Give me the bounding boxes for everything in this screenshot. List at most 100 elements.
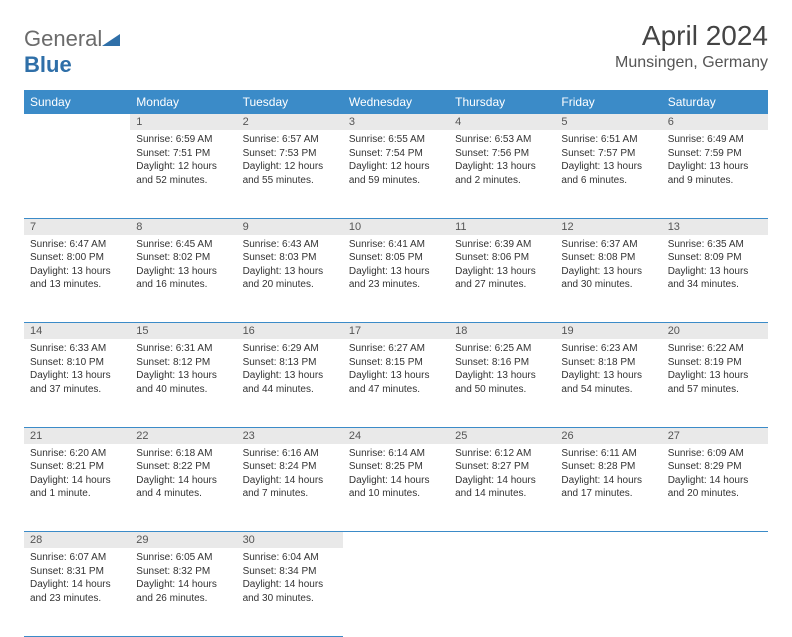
day-number: 18	[449, 323, 555, 340]
day-number: 20	[662, 323, 768, 340]
day-number: 10	[343, 218, 449, 235]
weekday-header: Tuesday	[237, 90, 343, 114]
day-number: 19	[555, 323, 661, 340]
day-cell: Sunrise: 6:33 AMSunset: 8:10 PMDaylight:…	[24, 339, 130, 427]
day-number: 13	[662, 218, 768, 235]
day-cell: Sunrise: 6:14 AMSunset: 8:25 PMDaylight:…	[343, 444, 449, 532]
day-cell: Sunrise: 6:20 AMSunset: 8:21 PMDaylight:…	[24, 444, 130, 532]
day-number: 16	[237, 323, 343, 340]
day-number: 4	[449, 114, 555, 130]
day-number: 14	[24, 323, 130, 340]
day-cell: Sunrise: 6:22 AMSunset: 8:19 PMDaylight:…	[662, 339, 768, 427]
content-row: Sunrise: 6:20 AMSunset: 8:21 PMDaylight:…	[24, 444, 768, 532]
day-cell: Sunrise: 6:51 AMSunset: 7:57 PMDaylight:…	[555, 130, 661, 218]
day-number: 26	[555, 427, 661, 444]
title-block: April 2024 Munsingen, Germany	[615, 20, 768, 72]
day-content: Sunrise: 6:18 AMSunset: 8:22 PMDaylight:…	[130, 444, 236, 507]
day-number: 3	[343, 114, 449, 130]
day-cell: Sunrise: 6:27 AMSunset: 8:15 PMDaylight:…	[343, 339, 449, 427]
day-content: Sunrise: 6:25 AMSunset: 8:16 PMDaylight:…	[449, 339, 555, 402]
day-cell: Sunrise: 6:11 AMSunset: 8:28 PMDaylight:…	[555, 444, 661, 532]
day-number: 28	[24, 532, 130, 549]
day-content: Sunrise: 6:57 AMSunset: 7:53 PMDaylight:…	[237, 130, 343, 193]
day-content: Sunrise: 6:29 AMSunset: 8:13 PMDaylight:…	[237, 339, 343, 402]
day-cell: Sunrise: 6:59 AMSunset: 7:51 PMDaylight:…	[130, 130, 236, 218]
daynum-row: 14151617181920	[24, 323, 768, 340]
day-number: 11	[449, 218, 555, 235]
day-content: Sunrise: 6:49 AMSunset: 7:59 PMDaylight:…	[662, 130, 768, 193]
day-content: Sunrise: 6:27 AMSunset: 8:15 PMDaylight:…	[343, 339, 449, 402]
day-cell: Sunrise: 6:16 AMSunset: 8:24 PMDaylight:…	[237, 444, 343, 532]
day-number	[24, 114, 130, 130]
day-number: 22	[130, 427, 236, 444]
day-content: Sunrise: 6:59 AMSunset: 7:51 PMDaylight:…	[130, 130, 236, 193]
day-content: Sunrise: 6:35 AMSunset: 8:09 PMDaylight:…	[662, 235, 768, 298]
brand-part1: General	[24, 26, 102, 51]
day-number: 9	[237, 218, 343, 235]
triangle-icon	[102, 26, 120, 52]
day-content: Sunrise: 6:05 AMSunset: 8:32 PMDaylight:…	[130, 548, 236, 611]
day-number: 1	[130, 114, 236, 130]
daynum-row: 78910111213	[24, 218, 768, 235]
daynum-row: 123456	[24, 114, 768, 130]
day-cell: Sunrise: 6:12 AMSunset: 8:27 PMDaylight:…	[449, 444, 555, 532]
day-number: 27	[662, 427, 768, 444]
day-content: Sunrise: 6:23 AMSunset: 8:18 PMDaylight:…	[555, 339, 661, 402]
day-number: 15	[130, 323, 236, 340]
day-number: 23	[237, 427, 343, 444]
weekday-header: Wednesday	[343, 90, 449, 114]
day-number: 24	[343, 427, 449, 444]
day-cell	[662, 548, 768, 636]
day-cell	[449, 548, 555, 636]
content-row: Sunrise: 6:59 AMSunset: 7:51 PMDaylight:…	[24, 130, 768, 218]
day-cell: Sunrise: 6:04 AMSunset: 8:34 PMDaylight:…	[237, 548, 343, 636]
day-content: Sunrise: 6:12 AMSunset: 8:27 PMDaylight:…	[449, 444, 555, 507]
day-content: Sunrise: 6:53 AMSunset: 7:56 PMDaylight:…	[449, 130, 555, 193]
day-cell	[343, 548, 449, 636]
day-cell	[555, 548, 661, 636]
day-cell: Sunrise: 6:25 AMSunset: 8:16 PMDaylight:…	[449, 339, 555, 427]
day-number	[662, 532, 768, 549]
day-content: Sunrise: 6:04 AMSunset: 8:34 PMDaylight:…	[237, 548, 343, 611]
weekday-header-row: SundayMondayTuesdayWednesdayThursdayFrid…	[24, 90, 768, 114]
day-number: 30	[237, 532, 343, 549]
brand-logo: GeneralBlue	[24, 20, 120, 78]
day-content: Sunrise: 6:31 AMSunset: 8:12 PMDaylight:…	[130, 339, 236, 402]
content-row: Sunrise: 6:07 AMSunset: 8:31 PMDaylight:…	[24, 548, 768, 636]
day-number: 25	[449, 427, 555, 444]
day-cell: Sunrise: 6:43 AMSunset: 8:03 PMDaylight:…	[237, 235, 343, 323]
day-content: Sunrise: 6:16 AMSunset: 8:24 PMDaylight:…	[237, 444, 343, 507]
day-content: Sunrise: 6:43 AMSunset: 8:03 PMDaylight:…	[237, 235, 343, 298]
day-content: Sunrise: 6:33 AMSunset: 8:10 PMDaylight:…	[24, 339, 130, 402]
day-number: 8	[130, 218, 236, 235]
location-text: Munsingen, Germany	[615, 54, 768, 72]
day-content: Sunrise: 6:07 AMSunset: 8:31 PMDaylight:…	[24, 548, 130, 611]
day-cell: Sunrise: 6:09 AMSunset: 8:29 PMDaylight:…	[662, 444, 768, 532]
day-cell: Sunrise: 6:29 AMSunset: 8:13 PMDaylight:…	[237, 339, 343, 427]
day-cell: Sunrise: 6:47 AMSunset: 8:00 PMDaylight:…	[24, 235, 130, 323]
day-number: 6	[662, 114, 768, 130]
day-cell: Sunrise: 6:49 AMSunset: 7:59 PMDaylight:…	[662, 130, 768, 218]
weekday-header: Friday	[555, 90, 661, 114]
page-header: GeneralBlue April 2024 Munsingen, German…	[24, 20, 768, 78]
weekday-header: Monday	[130, 90, 236, 114]
day-cell	[24, 130, 130, 218]
day-cell: Sunrise: 6:07 AMSunset: 8:31 PMDaylight:…	[24, 548, 130, 636]
day-number: 17	[343, 323, 449, 340]
weekday-header: Sunday	[24, 90, 130, 114]
calendar-table: SundayMondayTuesdayWednesdayThursdayFrid…	[24, 90, 768, 637]
day-content: Sunrise: 6:51 AMSunset: 7:57 PMDaylight:…	[555, 130, 661, 193]
day-content: Sunrise: 6:47 AMSunset: 8:00 PMDaylight:…	[24, 235, 130, 298]
day-number: 5	[555, 114, 661, 130]
daynum-row: 282930	[24, 532, 768, 549]
content-row: Sunrise: 6:33 AMSunset: 8:10 PMDaylight:…	[24, 339, 768, 427]
day-content: Sunrise: 6:45 AMSunset: 8:02 PMDaylight:…	[130, 235, 236, 298]
day-content: Sunrise: 6:41 AMSunset: 8:05 PMDaylight:…	[343, 235, 449, 298]
day-cell: Sunrise: 6:37 AMSunset: 8:08 PMDaylight:…	[555, 235, 661, 323]
content-row: Sunrise: 6:47 AMSunset: 8:00 PMDaylight:…	[24, 235, 768, 323]
day-cell: Sunrise: 6:41 AMSunset: 8:05 PMDaylight:…	[343, 235, 449, 323]
day-number	[449, 532, 555, 549]
day-content: Sunrise: 6:55 AMSunset: 7:54 PMDaylight:…	[343, 130, 449, 193]
calendar-body: 123456Sunrise: 6:59 AMSunset: 7:51 PMDay…	[24, 114, 768, 636]
day-content: Sunrise: 6:22 AMSunset: 8:19 PMDaylight:…	[662, 339, 768, 402]
